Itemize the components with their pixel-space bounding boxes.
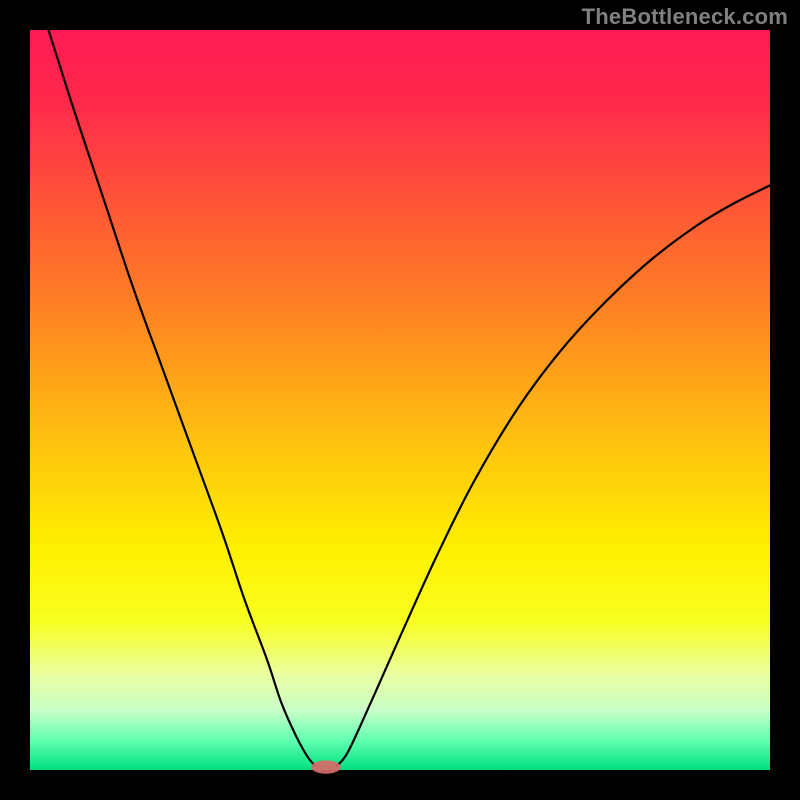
minimum-marker	[311, 760, 341, 773]
watermark-label: TheBottleneck.com	[582, 4, 788, 30]
bottleneck-chart	[0, 0, 800, 800]
plot-background	[30, 30, 770, 770]
chart-container: TheBottleneck.com	[0, 0, 800, 800]
